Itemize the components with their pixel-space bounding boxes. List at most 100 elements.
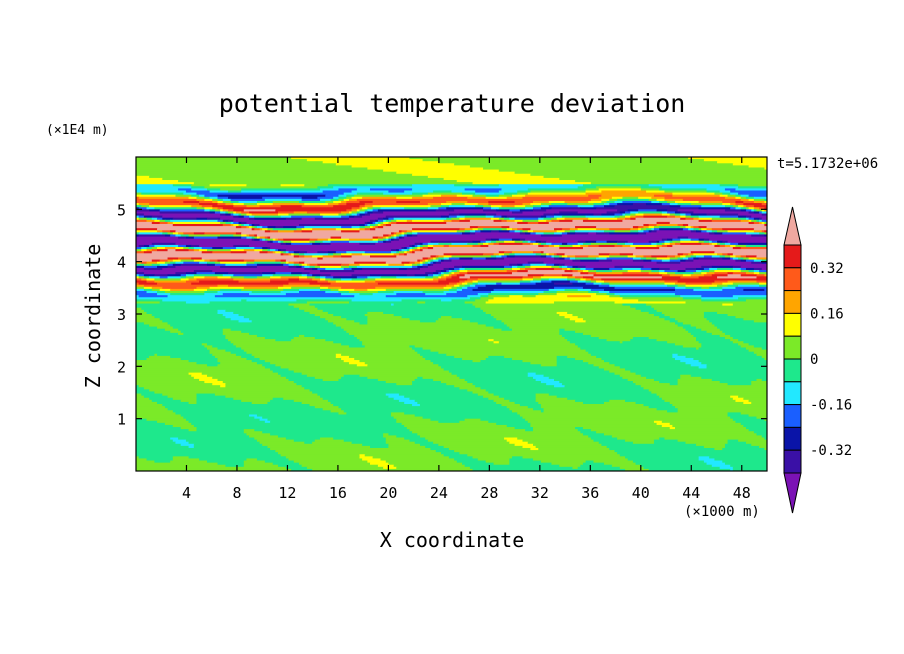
contour-cell	[385, 441, 416, 445]
contour-cell	[193, 232, 205, 236]
contour-cell	[533, 429, 579, 432]
contour-cell	[651, 270, 660, 273]
contour-cell	[617, 437, 660, 441]
contour-cell	[320, 265, 342, 269]
contour-cell	[711, 242, 718, 246]
contour-cell	[664, 314, 705, 317]
contour-cell	[296, 299, 353, 303]
contour-cell	[511, 328, 560, 332]
contour-cell	[711, 322, 767, 326]
contour-cell	[427, 207, 439, 210]
contour-cell	[459, 452, 618, 455]
contour-cell	[440, 274, 445, 277]
contour-cell	[149, 389, 311, 393]
contour-cell	[136, 387, 145, 390]
contour-cell	[367, 207, 374, 210]
contour-cell	[596, 226, 634, 229]
contour-cell	[327, 311, 368, 315]
contour-cell	[193, 270, 213, 273]
contour-cell	[136, 466, 287, 470]
contour-cell	[254, 217, 287, 221]
contour-cell	[401, 234, 405, 238]
contour-cell	[459, 217, 466, 221]
contour-cell	[233, 211, 237, 215]
contour-cell	[401, 230, 408, 233]
contour-cell	[632, 380, 660, 384]
contour-cell	[440, 366, 600, 370]
contour-cell	[443, 177, 560, 181]
contour-cell	[617, 203, 634, 206]
contour-cell	[446, 200, 468, 204]
contour-cell	[669, 242, 676, 246]
contour-cell	[635, 307, 655, 311]
contour-cell	[730, 244, 737, 248]
contour-cell	[393, 238, 400, 242]
contour-cell	[504, 267, 513, 271]
contour-cell	[753, 272, 760, 275]
contour-cell	[419, 404, 503, 407]
contour-cell	[677, 439, 729, 443]
contour-cell	[564, 316, 579, 319]
contour-cell	[724, 196, 737, 200]
contour-cell	[385, 219, 392, 223]
contour-cell	[511, 272, 581, 275]
contour-cell	[556, 217, 566, 221]
contour-cell	[209, 259, 219, 263]
contour-cell	[385, 460, 458, 464]
contour-cell	[188, 247, 195, 250]
contour-cell	[259, 357, 342, 361]
contour-cell	[651, 259, 663, 263]
contour-cell	[556, 311, 568, 315]
contour-cell	[425, 276, 434, 280]
contour-cell	[136, 211, 161, 215]
contour-cell	[533, 278, 542, 282]
contour-cell	[427, 274, 434, 277]
contour-cell	[354, 288, 368, 292]
contour-cell	[136, 370, 274, 374]
contour-cell	[459, 267, 466, 271]
contour-cell	[277, 213, 290, 217]
contour-cell	[522, 230, 529, 233]
contour-cell	[761, 355, 767, 359]
contour-cell	[196, 427, 408, 430]
contour-cell	[191, 184, 211, 187]
contour-cell	[438, 351, 589, 355]
contour-cell	[538, 217, 545, 221]
contour-cell	[640, 309, 658, 313]
contour-cell	[485, 284, 600, 288]
contour-cell	[527, 270, 566, 273]
contour-cell	[136, 247, 142, 250]
contour-cell	[280, 366, 442, 370]
contour-cell	[674, 211, 681, 215]
contour-cell	[703, 238, 710, 242]
contour-cell	[659, 200, 668, 204]
contour-cell	[761, 213, 767, 217]
contour-cell	[267, 249, 271, 252]
contour-cell	[467, 282, 474, 286]
contour-cell	[254, 249, 263, 252]
contour-cell	[643, 223, 650, 227]
contour-cell	[178, 236, 187, 240]
contour-cell	[414, 247, 418, 250]
contour-cell	[546, 383, 563, 386]
contour-cell	[554, 282, 574, 286]
contour-cell	[606, 257, 634, 261]
contour-cell	[748, 219, 752, 223]
contour-cell	[196, 397, 234, 401]
contour-cell	[272, 228, 297, 231]
contour-cell	[701, 286, 710, 290]
contour-cell	[611, 435, 763, 439]
contour-cell	[275, 450, 437, 453]
contour-cell	[280, 261, 287, 265]
contour-cell	[398, 249, 403, 252]
contour-cell	[280, 205, 303, 208]
contour-cell	[596, 186, 642, 189]
contour-cell	[136, 253, 282, 256]
contour-cell	[272, 200, 300, 204]
contour-cell	[172, 439, 187, 443]
contour-cell	[622, 272, 650, 275]
contour-cell	[341, 357, 355, 361]
contour-cell	[333, 404, 413, 407]
contour-cell	[598, 196, 613, 200]
